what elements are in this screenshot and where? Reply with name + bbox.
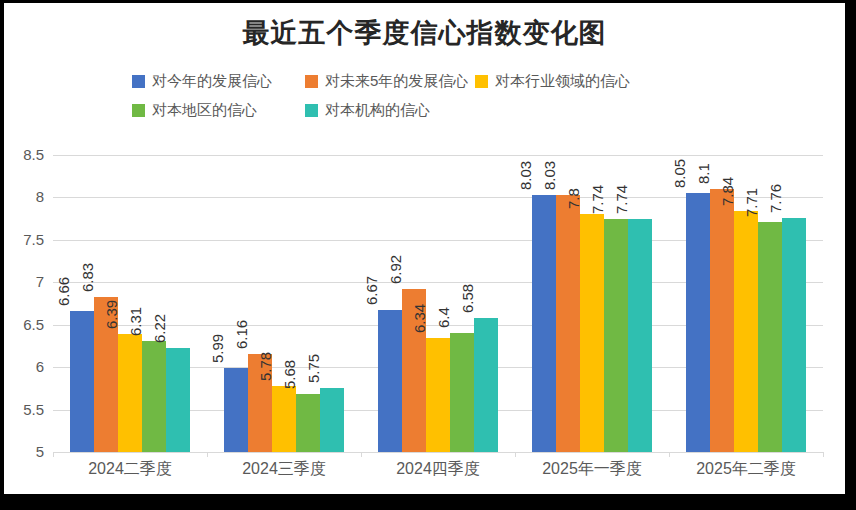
bar-value-label: 8.03 (541, 161, 559, 190)
bar-value-label: 8.1 (695, 163, 713, 184)
legend-label: 对本地区的信心 (152, 101, 257, 120)
gridline (53, 452, 823, 453)
chart-canvas: 最近五个季度信心指数变化图 对今年的发展信心 对未来5年的发展信心 对本行业领域的信… (0, 0, 856, 510)
bar (474, 318, 498, 452)
chart-title: 最近五个季度信心指数变化图 (4, 15, 845, 51)
bar (734, 211, 758, 452)
x-axis-tick-mark (823, 452, 824, 457)
y-axis-tick-label: 5.5 (4, 401, 44, 418)
x-axis-category-label: 2024三季度 (207, 459, 361, 480)
legend-swatch (305, 75, 318, 88)
y-axis-tick-label: 5 (4, 443, 44, 460)
bar-value-label: 7.8 (565, 189, 583, 210)
bar-value-label: 6.92 (387, 255, 405, 284)
x-axis-tick-mark (361, 452, 362, 457)
bar (628, 219, 652, 452)
bar (272, 386, 296, 452)
legend-label: 对本行业领域的信心 (495, 72, 630, 91)
bar-value-label: 7.76 (767, 184, 785, 213)
y-axis-tick-label: 6.5 (4, 316, 44, 333)
bar-value-label: 6.83 (79, 263, 97, 292)
bar (70, 311, 94, 452)
bar-value-label: 6.4 (435, 307, 453, 328)
legend-swatch (132, 104, 145, 117)
bar-value-label: 7.74 (613, 185, 631, 214)
bar-value-label: 5.68 (281, 360, 299, 389)
legend-item: 对本地区的信心 (132, 101, 257, 119)
gridline (53, 155, 823, 156)
legend-item: 对本行业领域的信心 (475, 72, 630, 90)
bar-value-label: 5.75 (305, 354, 323, 383)
x-axis-tick-mark (207, 452, 208, 457)
bar (686, 193, 710, 452)
bar-value-label: 7.71 (743, 188, 761, 217)
legend-swatch (475, 75, 488, 88)
bar-value-label: 5.78 (257, 352, 275, 381)
legend-label: 对今年的发展信心 (152, 72, 272, 91)
y-axis-tick-label: 8.5 (4, 146, 44, 163)
bar (118, 334, 142, 452)
y-axis-tick-label: 7 (4, 273, 44, 290)
legend-swatch (305, 104, 318, 117)
legend-swatch (132, 75, 145, 88)
bar (450, 333, 474, 452)
bar (782, 218, 806, 452)
x-axis-category-label: 2025年二季度 (669, 459, 823, 480)
bar-value-label: 5.99 (209, 334, 227, 363)
legend-label: 对未来5年的发展信心 (325, 72, 468, 91)
bar (320, 388, 344, 452)
bar-value-label: 6.34 (411, 304, 429, 333)
bar-value-label: 6.39 (103, 300, 121, 329)
x-axis-category-label: 2025年一季度 (515, 459, 669, 480)
x-axis-tick-mark (669, 452, 670, 457)
x-axis-category-label: 2024二季度 (53, 459, 207, 480)
legend-item: 对未来5年的发展信心 (305, 72, 468, 90)
bar-value-label: 7.84 (719, 177, 737, 206)
bar-value-label: 6.58 (459, 284, 477, 313)
bar-value-label: 6.22 (151, 314, 169, 343)
legend-item: 对今年的发展信心 (132, 72, 272, 90)
x-axis-category-label: 2024四季度 (361, 459, 515, 480)
bar (296, 394, 320, 452)
bar-value-label: 8.03 (517, 161, 535, 190)
bar (166, 348, 190, 452)
bar-value-label: 8.05 (671, 159, 689, 188)
y-axis-tick-label: 6 (4, 358, 44, 375)
x-axis-tick-mark (53, 452, 54, 457)
bar (142, 341, 166, 452)
bar (604, 219, 628, 452)
bar (378, 310, 402, 452)
bar (758, 222, 782, 452)
bar (580, 214, 604, 452)
bar (224, 368, 248, 452)
bar (556, 195, 580, 452)
x-axis-tick-mark (515, 452, 516, 457)
bar-value-label: 6.66 (55, 277, 73, 306)
bar-value-label: 6.67 (363, 276, 381, 305)
bar-value-label: 6.31 (127, 307, 145, 336)
legend-label: 对本机构的信心 (325, 101, 430, 120)
bar (426, 338, 450, 452)
y-axis-tick-label: 8 (4, 188, 44, 205)
bar-value-label: 6.16 (233, 319, 251, 348)
bar (532, 195, 556, 452)
bar (710, 189, 734, 452)
y-axis-tick-label: 7.5 (4, 231, 44, 248)
legend-item: 对本机构的信心 (305, 101, 430, 119)
bar-value-label: 7.74 (589, 185, 607, 214)
